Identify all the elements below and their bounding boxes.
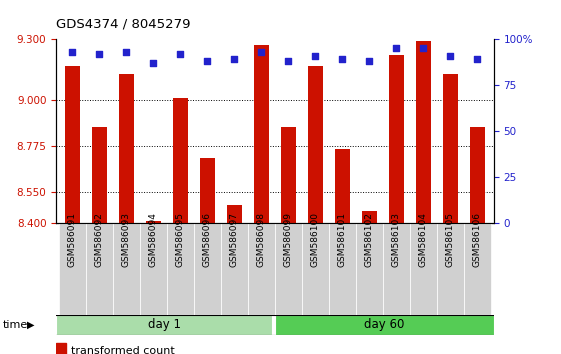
Bar bbox=[140, 223, 167, 315]
Point bbox=[311, 53, 320, 58]
Text: GSM586094: GSM586094 bbox=[149, 212, 158, 267]
Bar bbox=[281, 127, 296, 223]
Bar bbox=[119, 74, 134, 223]
Point bbox=[338, 56, 347, 62]
Bar bbox=[329, 223, 356, 315]
Text: GSM586101: GSM586101 bbox=[338, 212, 347, 267]
Text: ▶: ▶ bbox=[27, 320, 34, 330]
Bar bbox=[65, 65, 80, 223]
Point bbox=[284, 58, 293, 64]
Text: transformed count: transformed count bbox=[71, 346, 175, 354]
Bar bbox=[146, 221, 161, 223]
Bar bbox=[86, 223, 113, 315]
Bar bbox=[227, 205, 242, 223]
Bar bbox=[254, 45, 269, 223]
Bar bbox=[173, 98, 188, 223]
Bar bbox=[416, 41, 431, 223]
Bar bbox=[194, 223, 221, 315]
Text: GSM586104: GSM586104 bbox=[419, 212, 428, 267]
Point bbox=[149, 60, 158, 66]
Text: GSM586091: GSM586091 bbox=[68, 212, 77, 267]
Point bbox=[257, 49, 266, 55]
Point bbox=[203, 58, 212, 64]
Bar bbox=[362, 211, 377, 223]
Bar bbox=[464, 223, 491, 315]
Bar bbox=[410, 223, 437, 315]
Text: day 60: day 60 bbox=[364, 318, 404, 331]
Text: GSM586092: GSM586092 bbox=[95, 212, 104, 267]
Bar bbox=[383, 223, 410, 315]
Text: day 1: day 1 bbox=[148, 318, 181, 331]
Bar bbox=[437, 223, 464, 315]
Text: GSM586098: GSM586098 bbox=[257, 212, 266, 267]
Bar bbox=[248, 223, 275, 315]
Point bbox=[419, 45, 428, 51]
Text: GSM586105: GSM586105 bbox=[446, 212, 455, 267]
Text: GSM586097: GSM586097 bbox=[230, 212, 239, 267]
Point bbox=[95, 51, 104, 57]
Bar bbox=[335, 149, 350, 223]
Point bbox=[446, 53, 455, 58]
Point bbox=[176, 51, 185, 57]
Point bbox=[365, 58, 374, 64]
Bar bbox=[92, 127, 107, 223]
Text: GSM586103: GSM586103 bbox=[392, 212, 401, 267]
Bar bbox=[221, 223, 248, 315]
Text: GSM586093: GSM586093 bbox=[122, 212, 131, 267]
Point bbox=[230, 56, 239, 62]
Bar bbox=[308, 65, 323, 223]
Point bbox=[473, 56, 482, 62]
Text: GSM586106: GSM586106 bbox=[473, 212, 482, 267]
Bar bbox=[200, 158, 215, 223]
Point bbox=[122, 49, 131, 55]
Bar bbox=[275, 223, 302, 315]
Bar bbox=[389, 55, 404, 223]
Bar bbox=[275, 315, 494, 335]
Text: GDS4374 / 8045279: GDS4374 / 8045279 bbox=[56, 18, 191, 31]
Text: GSM586102: GSM586102 bbox=[365, 212, 374, 267]
Text: GSM586099: GSM586099 bbox=[284, 212, 293, 267]
Text: GSM586096: GSM586096 bbox=[203, 212, 212, 267]
Point bbox=[68, 49, 77, 55]
Bar bbox=[167, 223, 194, 315]
Bar bbox=[443, 74, 458, 223]
Bar bbox=[56, 315, 272, 335]
Text: GSM586095: GSM586095 bbox=[176, 212, 185, 267]
Bar bbox=[59, 223, 86, 315]
Bar bbox=[470, 127, 485, 223]
Bar bbox=[302, 223, 329, 315]
Text: GSM586100: GSM586100 bbox=[311, 212, 320, 267]
Text: time: time bbox=[3, 320, 28, 330]
Point bbox=[392, 45, 401, 51]
Bar bbox=[113, 223, 140, 315]
Bar bbox=[356, 223, 383, 315]
Bar bbox=[56, 343, 66, 354]
